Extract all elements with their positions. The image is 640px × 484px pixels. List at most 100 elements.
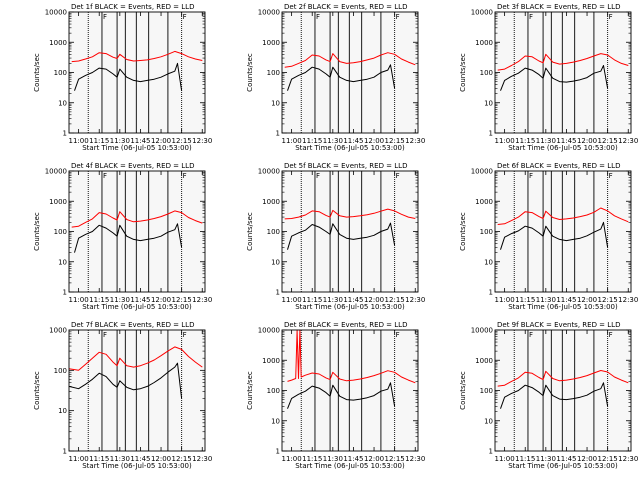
x-tick-label: 11:45 bbox=[343, 455, 363, 463]
x-tick-label: 11:15 bbox=[302, 296, 322, 304]
x-tick-label: 12:15 bbox=[385, 137, 405, 145]
chart-title: Det 2f BLACK = Events, RED = LLD bbox=[284, 3, 407, 11]
x-tick-label: 11:00 bbox=[495, 455, 515, 463]
plot-area bbox=[282, 12, 418, 133]
x-tick-label: 11:45 bbox=[130, 296, 150, 304]
chart-panel-6: Det 6f BLACK = Events, RED = LLD Counts/s… bbox=[459, 162, 638, 311]
plot-area bbox=[495, 171, 631, 292]
x-axis-label: Start Time (06-Jul-05 10:53:00) bbox=[82, 144, 192, 152]
plot-area bbox=[495, 330, 631, 451]
y-axis-label: Counts/sec bbox=[33, 212, 41, 251]
plot-area bbox=[69, 330, 205, 451]
y-tick-label: 1 bbox=[63, 289, 67, 297]
x-tick-label: 12:30 bbox=[192, 296, 212, 304]
x-tick-label: 12:00 bbox=[151, 455, 171, 463]
y-tick-label: 100 bbox=[54, 367, 67, 375]
x-tick-label: 11:30 bbox=[110, 296, 130, 304]
marker-letter: F bbox=[183, 172, 187, 180]
marker-letter: F bbox=[183, 331, 187, 339]
chart-panel-3: Det 3f BLACK = Events, RED = LLDCounts/s… bbox=[459, 3, 638, 152]
x-tick-label: 12:30 bbox=[618, 137, 638, 145]
y-tick-label: 1000 bbox=[475, 357, 493, 365]
y-tick-label: 10 bbox=[58, 99, 67, 107]
y-tick-label: 10000 bbox=[471, 168, 493, 176]
chart-panel-1: Det 1f BLACK = Events, RED = LLDCounts/s… bbox=[33, 3, 212, 152]
x-tick-label: 11:30 bbox=[110, 455, 130, 463]
y-tick-label: 100 bbox=[267, 387, 280, 395]
marker-letter: F bbox=[396, 13, 400, 21]
x-tick-label: 11:45 bbox=[343, 137, 363, 145]
y-tick-label: 10 bbox=[484, 99, 493, 107]
x-axis-label: Start Time (06-Jul-05 10:53:00) bbox=[508, 303, 618, 311]
y-tick-label: 1 bbox=[63, 448, 67, 456]
y-axis-label: Counts/sec bbox=[246, 212, 254, 251]
x-tick-label: 11:30 bbox=[536, 137, 556, 145]
x-axis-label: Start Time (06-Jul-05 10:53:00) bbox=[508, 462, 618, 470]
y-tick-label: 10 bbox=[271, 258, 280, 266]
x-tick-label: 11:00 bbox=[282, 455, 302, 463]
y-axis-label: Counts/sec bbox=[459, 212, 467, 251]
chart-title: Det 1f BLACK = Events, RED = LLD bbox=[71, 3, 194, 11]
x-tick-label: 12:30 bbox=[192, 455, 212, 463]
x-tick-label: 12:00 bbox=[577, 455, 597, 463]
marker-letter: F bbox=[396, 172, 400, 180]
chart-title: Det 8f BLACK = Events, RED = LLD bbox=[284, 321, 407, 329]
x-tick-label: 12:00 bbox=[364, 137, 384, 145]
x-axis-label: Start Time (06-Jul-05 10:53:00) bbox=[508, 144, 618, 152]
x-tick-label: 12:00 bbox=[151, 137, 171, 145]
y-tick-label: 100 bbox=[480, 387, 493, 395]
y-tick-label: 10000 bbox=[258, 168, 280, 176]
x-tick-label: 12:15 bbox=[598, 455, 618, 463]
marker-letter: F bbox=[609, 13, 613, 21]
y-tick-label: 100 bbox=[54, 228, 67, 236]
y-tick-label: 100 bbox=[267, 69, 280, 77]
x-axis-label: Start Time (06-Jul-05 10:53:00) bbox=[295, 144, 405, 152]
x-tick-label: 12:30 bbox=[405, 296, 425, 304]
marker-letter: F bbox=[103, 13, 107, 21]
y-tick-label: 100 bbox=[480, 228, 493, 236]
x-tick-label: 11:30 bbox=[323, 455, 343, 463]
x-tick-label: 11:15 bbox=[89, 137, 109, 145]
x-tick-label: 11:15 bbox=[515, 455, 535, 463]
marker-letter: F bbox=[529, 172, 533, 180]
chart-title: Det 4f BLACK = Events, RED = LLD bbox=[71, 162, 194, 170]
y-axis-label: Counts/sec bbox=[33, 371, 41, 410]
x-tick-label: 11:45 bbox=[343, 296, 363, 304]
x-tick-label: 11:45 bbox=[556, 296, 576, 304]
marker-letter: F bbox=[529, 331, 533, 339]
x-tick-label: 11:15 bbox=[515, 296, 535, 304]
chart-panel-9: Det 9f BLACK = Events, RED = LLD Counts/s… bbox=[459, 321, 638, 470]
y-tick-label: 10 bbox=[58, 407, 67, 415]
chart-panel-8: Det 8f BLACK = Events, RED = LLDCounts/s… bbox=[246, 321, 425, 470]
x-tick-label: 12:00 bbox=[577, 137, 597, 145]
y-tick-label: 1 bbox=[489, 289, 493, 297]
y-tick-label: 1 bbox=[276, 130, 280, 138]
y-tick-label: 10 bbox=[484, 417, 493, 425]
y-tick-label: 1 bbox=[489, 130, 493, 138]
marker-letter: F bbox=[316, 13, 320, 21]
y-axis-label: Counts/sec bbox=[459, 371, 467, 410]
x-tick-label: 11:45 bbox=[556, 137, 576, 145]
x-tick-label: 12:15 bbox=[598, 296, 618, 304]
y-tick-label: 10 bbox=[271, 99, 280, 107]
marker-letter: F bbox=[609, 331, 613, 339]
marker-letter: F bbox=[529, 13, 533, 21]
marker-letter: F bbox=[396, 331, 400, 339]
x-tick-label: 11:00 bbox=[282, 137, 302, 145]
marker-letter: F bbox=[103, 172, 107, 180]
x-tick-label: 12:30 bbox=[618, 455, 638, 463]
x-tick-label: 11:15 bbox=[515, 137, 535, 145]
chart-title: Det 6f BLACK = Events, RED = LLD bbox=[497, 162, 620, 170]
y-tick-label: 1000 bbox=[475, 39, 493, 47]
x-tick-label: 11:00 bbox=[69, 296, 89, 304]
x-tick-label: 12:00 bbox=[364, 296, 384, 304]
x-tick-label: 11:00 bbox=[282, 296, 302, 304]
chart-title: Det 9f BLACK = Events, RED = LLD bbox=[497, 321, 620, 329]
x-tick-label: 11:45 bbox=[556, 455, 576, 463]
x-tick-label: 11:15 bbox=[89, 455, 109, 463]
y-tick-label: 10000 bbox=[471, 9, 493, 17]
y-tick-label: 1000 bbox=[475, 198, 493, 206]
marker-letter: F bbox=[316, 172, 320, 180]
y-tick-label: 1000 bbox=[262, 357, 280, 365]
x-tick-label: 11:30 bbox=[536, 296, 556, 304]
